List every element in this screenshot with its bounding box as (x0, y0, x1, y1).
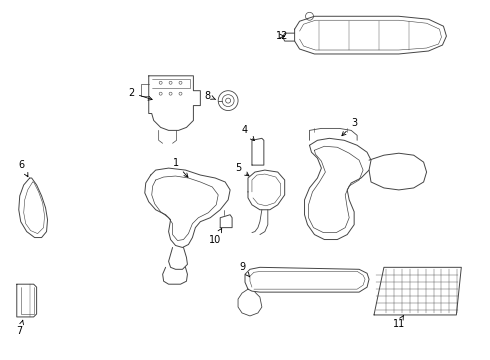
Text: 6: 6 (19, 160, 28, 177)
Text: 11: 11 (392, 316, 405, 329)
Text: 12: 12 (275, 31, 288, 41)
Text: 4: 4 (242, 125, 254, 140)
Text: 10: 10 (209, 229, 221, 244)
Text: 8: 8 (204, 91, 216, 101)
Text: 3: 3 (342, 118, 357, 136)
Text: 2: 2 (128, 88, 152, 100)
Text: 1: 1 (172, 158, 188, 177)
Text: 9: 9 (239, 262, 250, 277)
Text: 7: 7 (17, 320, 24, 336)
Text: 5: 5 (235, 163, 249, 176)
